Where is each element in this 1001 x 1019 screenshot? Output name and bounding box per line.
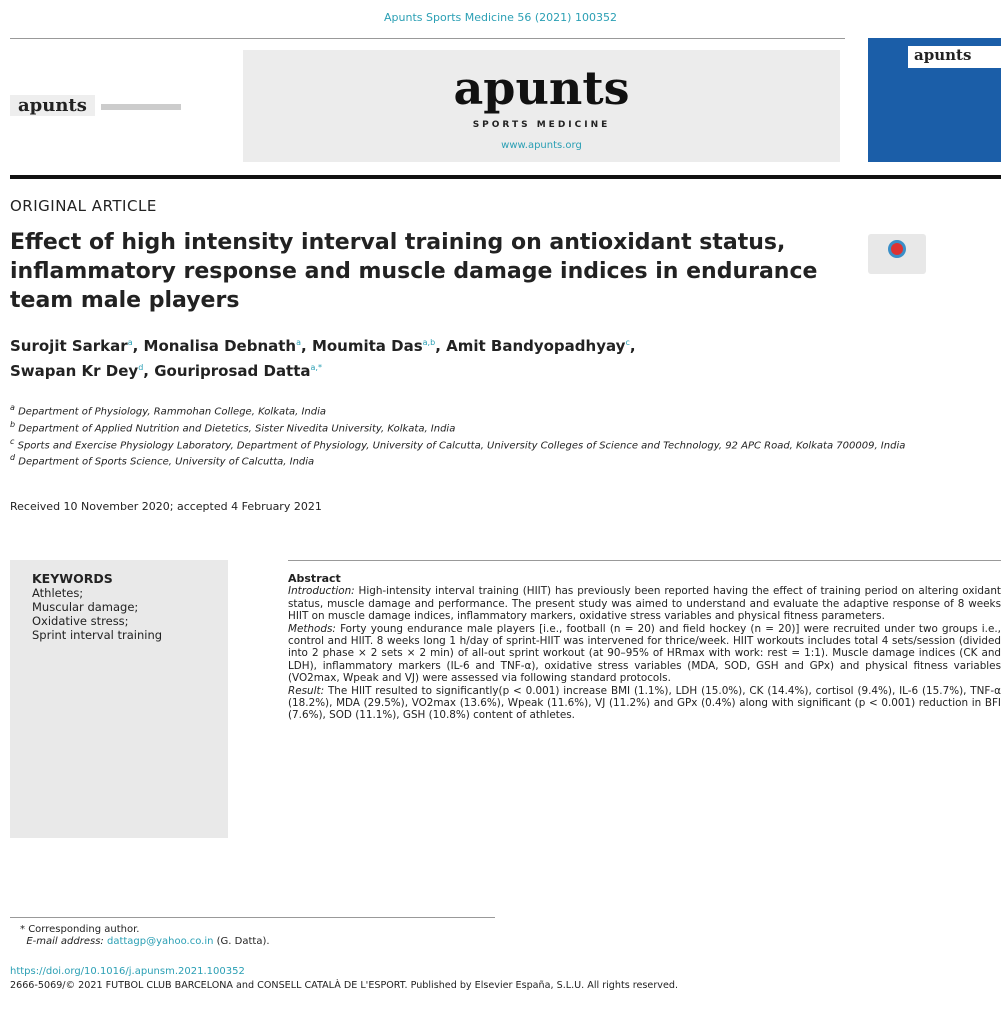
section-label: Result: [288,685,324,697]
rule [10,175,1001,179]
keyword: Sprint interval training [32,628,206,642]
article-title: Effect of high intensity interval traini… [10,228,850,315]
footnote-mark: * [20,924,25,935]
footnote: * Corresponding author. E-mail address: … [20,924,270,948]
affiliation: Sports and Exercise Physiology Laborator… [18,440,906,451]
email[interactable]: dattagp@yahoo.co.in [107,936,214,947]
keyword: Oxidative stress; [32,614,206,628]
logo-bar [101,104,181,110]
affiliation: Department of Physiology, Rammohan Colle… [18,406,326,417]
rule [288,560,1001,561]
journal-line: Apunts Sports Medicine 56 (2021) 100352 [0,11,1001,24]
abstract-heading: Abstract [288,573,1001,585]
author: Monalisa Debnath [144,337,297,355]
article-type: ORIGINAL ARTICLE [10,197,157,215]
keywords-heading: KEYWORDS [32,572,206,586]
aff-key: c [10,437,14,446]
rule [10,38,845,39]
author: Gouriprosad Datta [154,362,310,380]
affiliation: Department of Applied Nutrition and Diet… [18,423,455,434]
aff-mark: a [128,338,133,347]
logo-big: apunts [243,64,840,112]
journal-cover: apunts [868,38,1001,162]
logo-subtitle: SPORTS MEDICINE [243,120,840,130]
section-label: Methods: [288,623,336,635]
section-text: The HIIT resulted to significantly(p < 0… [288,685,1001,722]
doi-link[interactable]: https://doi.org/10.1016/j.apunsm.2021.10… [10,966,245,977]
section-text: Forty young endurance male players [i.e.… [288,623,1001,685]
aff-mark: a [296,338,301,347]
section-text: High-intensity interval training (HIIT) … [288,585,1001,622]
crossmark[interactable] [868,234,926,274]
journal-banner: apunts SPORTS MEDICINE www.apunts.org [243,50,840,162]
aff-key: d [10,453,15,462]
received: Received 10 November 2020; accepted 4 Fe… [10,500,322,513]
aff-mark: d [138,363,143,372]
footnote-label: Corresponding author. [28,924,139,935]
small-logo: apunts [10,95,215,119]
rule [10,917,495,918]
email-name: (G. Datta). [217,936,270,947]
affiliation: Department of Sports Science, University… [18,457,314,468]
copyright: 2666-5069/© 2021 FUTBOL CLUB BARCELONA a… [10,980,678,991]
keyword: Athletes; [32,586,206,600]
aff-key: a [10,403,15,412]
aff-key: b [10,420,15,429]
aff-mark: c [625,338,629,347]
author: Moumita Das [312,337,423,355]
section-label: Introduction: [288,585,355,597]
email-label: E-mail address: [26,936,103,947]
aff-mark: a,b [423,338,436,347]
keyword: Muscular damage; [32,600,206,614]
abstract: Abstract Introduction: High-intensity in… [288,573,1001,722]
author: Swapan Kr Dey [10,362,138,380]
logo-url[interactable]: www.apunts.org [243,140,840,151]
keywords: KEYWORDS Athletes; Muscular damage; Oxid… [10,560,228,838]
logo-text: apunts [10,95,95,116]
aff-mark: a,* [311,363,322,372]
cover-logo: apunts [908,46,1001,68]
author: Surojit Sarkar [10,337,128,355]
authors: Surojit Sarkara, Monalisa Debnatha, Moum… [10,332,910,382]
author: Amit Bandyopadhyay [446,337,625,355]
affiliations: a Department of Physiology, Rammohan Col… [10,402,1001,469]
page: Apunts Sports Medicine 56 (2021) 100352 … [0,0,1001,1019]
